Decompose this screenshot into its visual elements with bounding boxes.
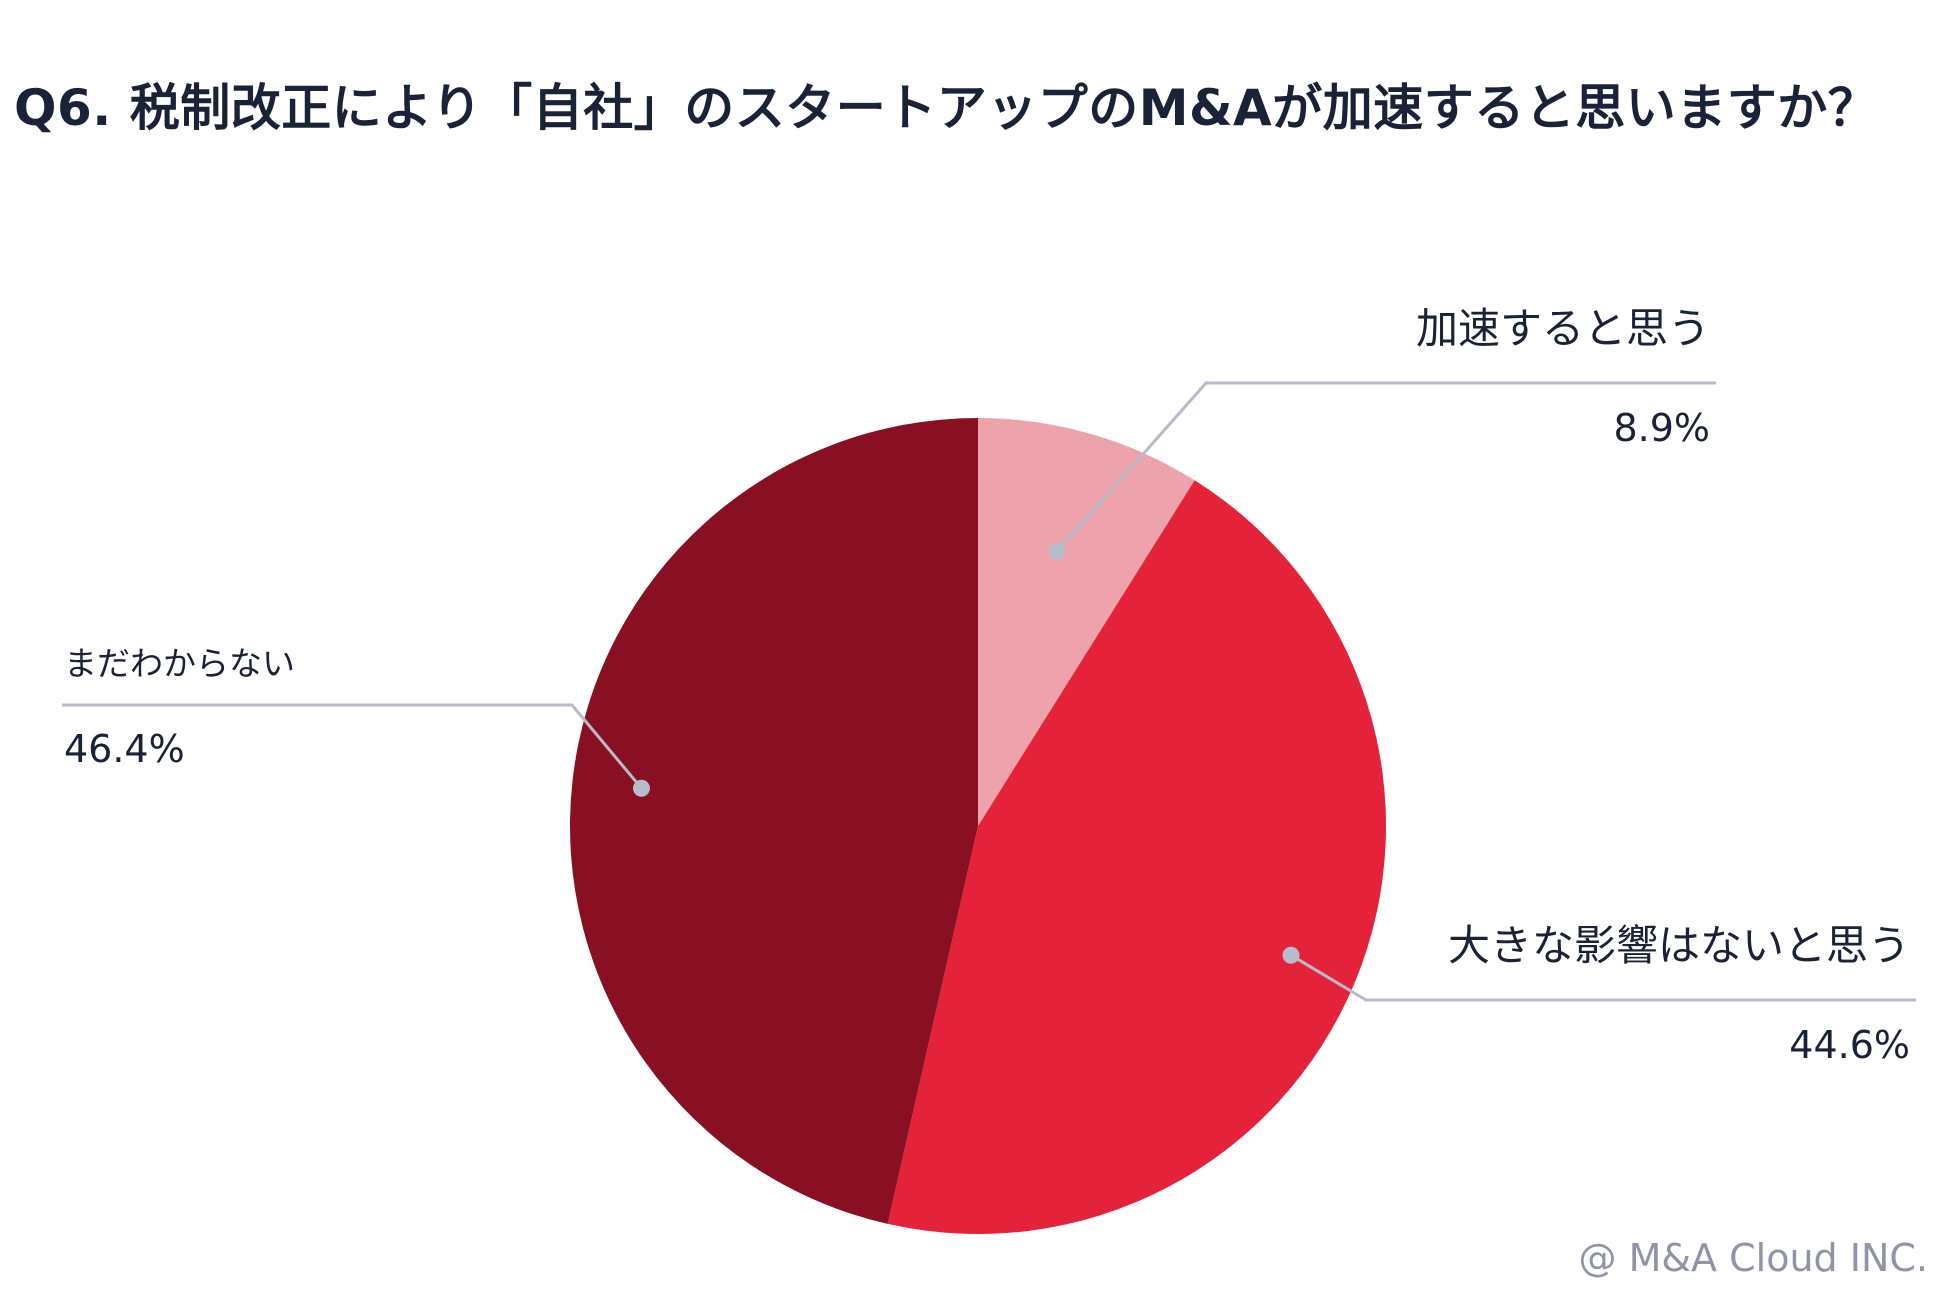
slice-label: まだわからない — [64, 644, 295, 683]
slice-value-label: 44.6% — [1789, 1023, 1910, 1067]
pie-slice — [887, 480, 1387, 1235]
leader-dot — [1282, 946, 1300, 964]
pie-slice — [978, 418, 1195, 826]
chart-title: Q6. 税制改正により「自社」のスタートアップのM&Aが加速すると思いますか？ — [14, 79, 1879, 137]
pie-slices — [569, 418, 1387, 1235]
slice-labels: 加速すると思う 8.9% 大きな影響はないと思う 44.6% まだわからない 46.4% — [64, 304, 1910, 1067]
leader-dot — [632, 779, 650, 797]
slice-label: 加速すると思う — [1416, 304, 1710, 353]
slice-label: 大きな影響はないと思う — [1448, 921, 1910, 970]
leader-line — [62, 703, 643, 790]
slice-value-label: 8.9% — [1613, 406, 1710, 450]
copyright-credit: @ M&A Cloud INC. — [1578, 1236, 1928, 1280]
leader-lines — [62, 381, 1916, 1002]
leader-line — [1290, 953, 1916, 1002]
leader-dot — [1048, 543, 1066, 561]
leader-line — [1055, 381, 1716, 553]
slice-value-label: 46.4% — [64, 727, 185, 771]
pie-slice — [569, 418, 978, 1224]
